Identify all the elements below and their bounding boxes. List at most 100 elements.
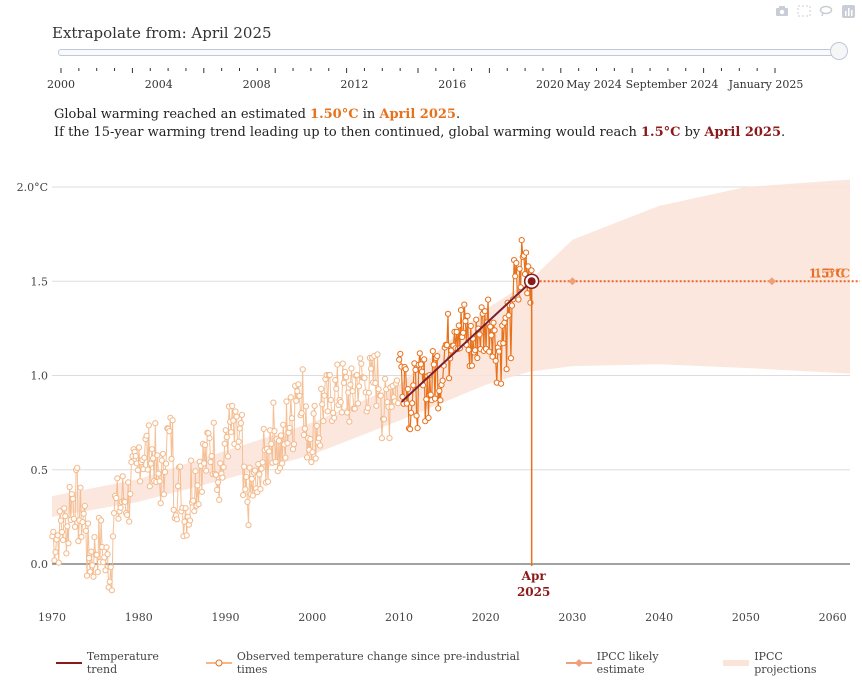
- observed-point: [338, 409, 345, 416]
- extrapolate-slider[interactable]: [58, 42, 848, 84]
- observed-point: [283, 398, 290, 405]
- observed-point: [507, 355, 514, 362]
- observed-point: [404, 386, 411, 393]
- observed-point: [372, 379, 379, 387]
- observed-point: [319, 401, 326, 408]
- observed-point: [232, 408, 239, 415]
- observed-point: [80, 510, 87, 517]
- observed-point: [512, 273, 519, 280]
- observed-point: [82, 527, 90, 535]
- observed-point: [287, 394, 294, 401]
- observed-point: [468, 362, 475, 369]
- observed-point: [170, 506, 177, 513]
- observed-point: [121, 498, 129, 505]
- observed-point: [90, 573, 97, 580]
- observed-point: [244, 498, 251, 505]
- observed-point: [156, 478, 163, 485]
- observed-point: [257, 486, 264, 493]
- observed-point: [508, 302, 516, 309]
- observed-point: [141, 454, 148, 461]
- observed-point: [435, 405, 442, 412]
- observed-point: [331, 414, 338, 421]
- observed-point: [330, 409, 337, 416]
- observed-point: [304, 454, 311, 461]
- observed-point: [177, 463, 184, 470]
- plotly-logo-icon[interactable]: [840, 4, 856, 18]
- observed-point: [423, 396, 430, 403]
- observed-point: [492, 357, 499, 364]
- legend-item-likely[interactable]: IPCC likely estimate: [565, 650, 710, 676]
- observed-point: [473, 316, 480, 323]
- observed-point: [228, 429, 235, 436]
- x-tick-label: 2060: [819, 611, 847, 624]
- observed-point: [343, 374, 350, 381]
- observed-point: [349, 388, 356, 395]
- observed-point: [524, 290, 531, 297]
- observed-point: [501, 319, 508, 326]
- observed-point: [354, 400, 362, 407]
- observed-point: [56, 508, 63, 515]
- observed-point: [361, 374, 368, 381]
- trend-line: [400, 280, 533, 403]
- observed-point: [388, 403, 395, 410]
- observed-point: [192, 468, 199, 475]
- observed-point: [150, 455, 157, 462]
- legend-observed-swatch: [206, 659, 232, 667]
- observed-point: [443, 342, 450, 349]
- camera-icon[interactable]: [774, 4, 790, 18]
- observed-point: [296, 392, 303, 399]
- observed-point: [453, 328, 460, 335]
- observed-point: [183, 532, 190, 539]
- observed-point: [346, 418, 353, 425]
- x-tick-label: 2000: [298, 611, 326, 624]
- observed-point: [427, 391, 434, 398]
- observed-point: [515, 296, 522, 303]
- observed-point: [81, 502, 88, 509]
- observed-point: [498, 380, 505, 387]
- ipcc-likely-marker: [767, 277, 776, 286]
- observed-point: [155, 470, 162, 477]
- observed-point: [181, 518, 188, 525]
- observed-point: [487, 323, 494, 330]
- trend-series: [400, 280, 533, 403]
- observed-point: [457, 307, 465, 314]
- observed-point: [505, 312, 512, 319]
- legend-item-trend[interactable]: Temperature trend: [56, 650, 192, 676]
- observed-point: [94, 569, 101, 576]
- observed-series: [49, 237, 535, 594]
- apr-label-line2: 2025: [517, 585, 550, 599]
- observed-point: [357, 355, 364, 362]
- summary-l1-b: in: [358, 107, 380, 122]
- observed-point: [439, 377, 446, 384]
- summary-l1-a: Global warming reached an estimated: [54, 107, 311, 122]
- observed-point: [409, 400, 416, 407]
- observed-point: [324, 408, 331, 415]
- observed-point: [191, 508, 198, 515]
- box-select-icon[interactable]: [796, 4, 812, 18]
- observed-point: [348, 365, 355, 372]
- slider-handle[interactable]: [830, 42, 848, 60]
- summary-l2-c: .: [781, 125, 786, 140]
- observed-point: [98, 517, 105, 524]
- observed-point: [259, 459, 266, 466]
- observed-point: [271, 428, 278, 435]
- observed-point: [358, 360, 365, 367]
- observed-point: [455, 322, 462, 329]
- observed-point: [207, 458, 214, 466]
- observed-point: [64, 523, 71, 530]
- observed-point: [75, 538, 82, 545]
- observed-point: [310, 410, 317, 417]
- lasso-select-icon[interactable]: [818, 4, 834, 18]
- observed-point: [60, 537, 67, 544]
- observed-point: [299, 366, 306, 373]
- highlight-marker-dot[interactable]: [527, 277, 536, 286]
- summary-line-1: Global warming reached an estimated 1.50…: [54, 106, 785, 124]
- observed-point: [135, 444, 143, 451]
- x-tick-label: 2010: [385, 611, 413, 624]
- observed-point: [284, 440, 291, 447]
- legend-projections-label: IPCC projections: [754, 650, 817, 676]
- observed-point: [341, 368, 349, 376]
- legend-item-observed[interactable]: Observed temperature change since pre-in…: [206, 650, 552, 676]
- observed-point: [486, 348, 493, 355]
- legend-item-projections[interactable]: IPCC projections: [723, 650, 848, 676]
